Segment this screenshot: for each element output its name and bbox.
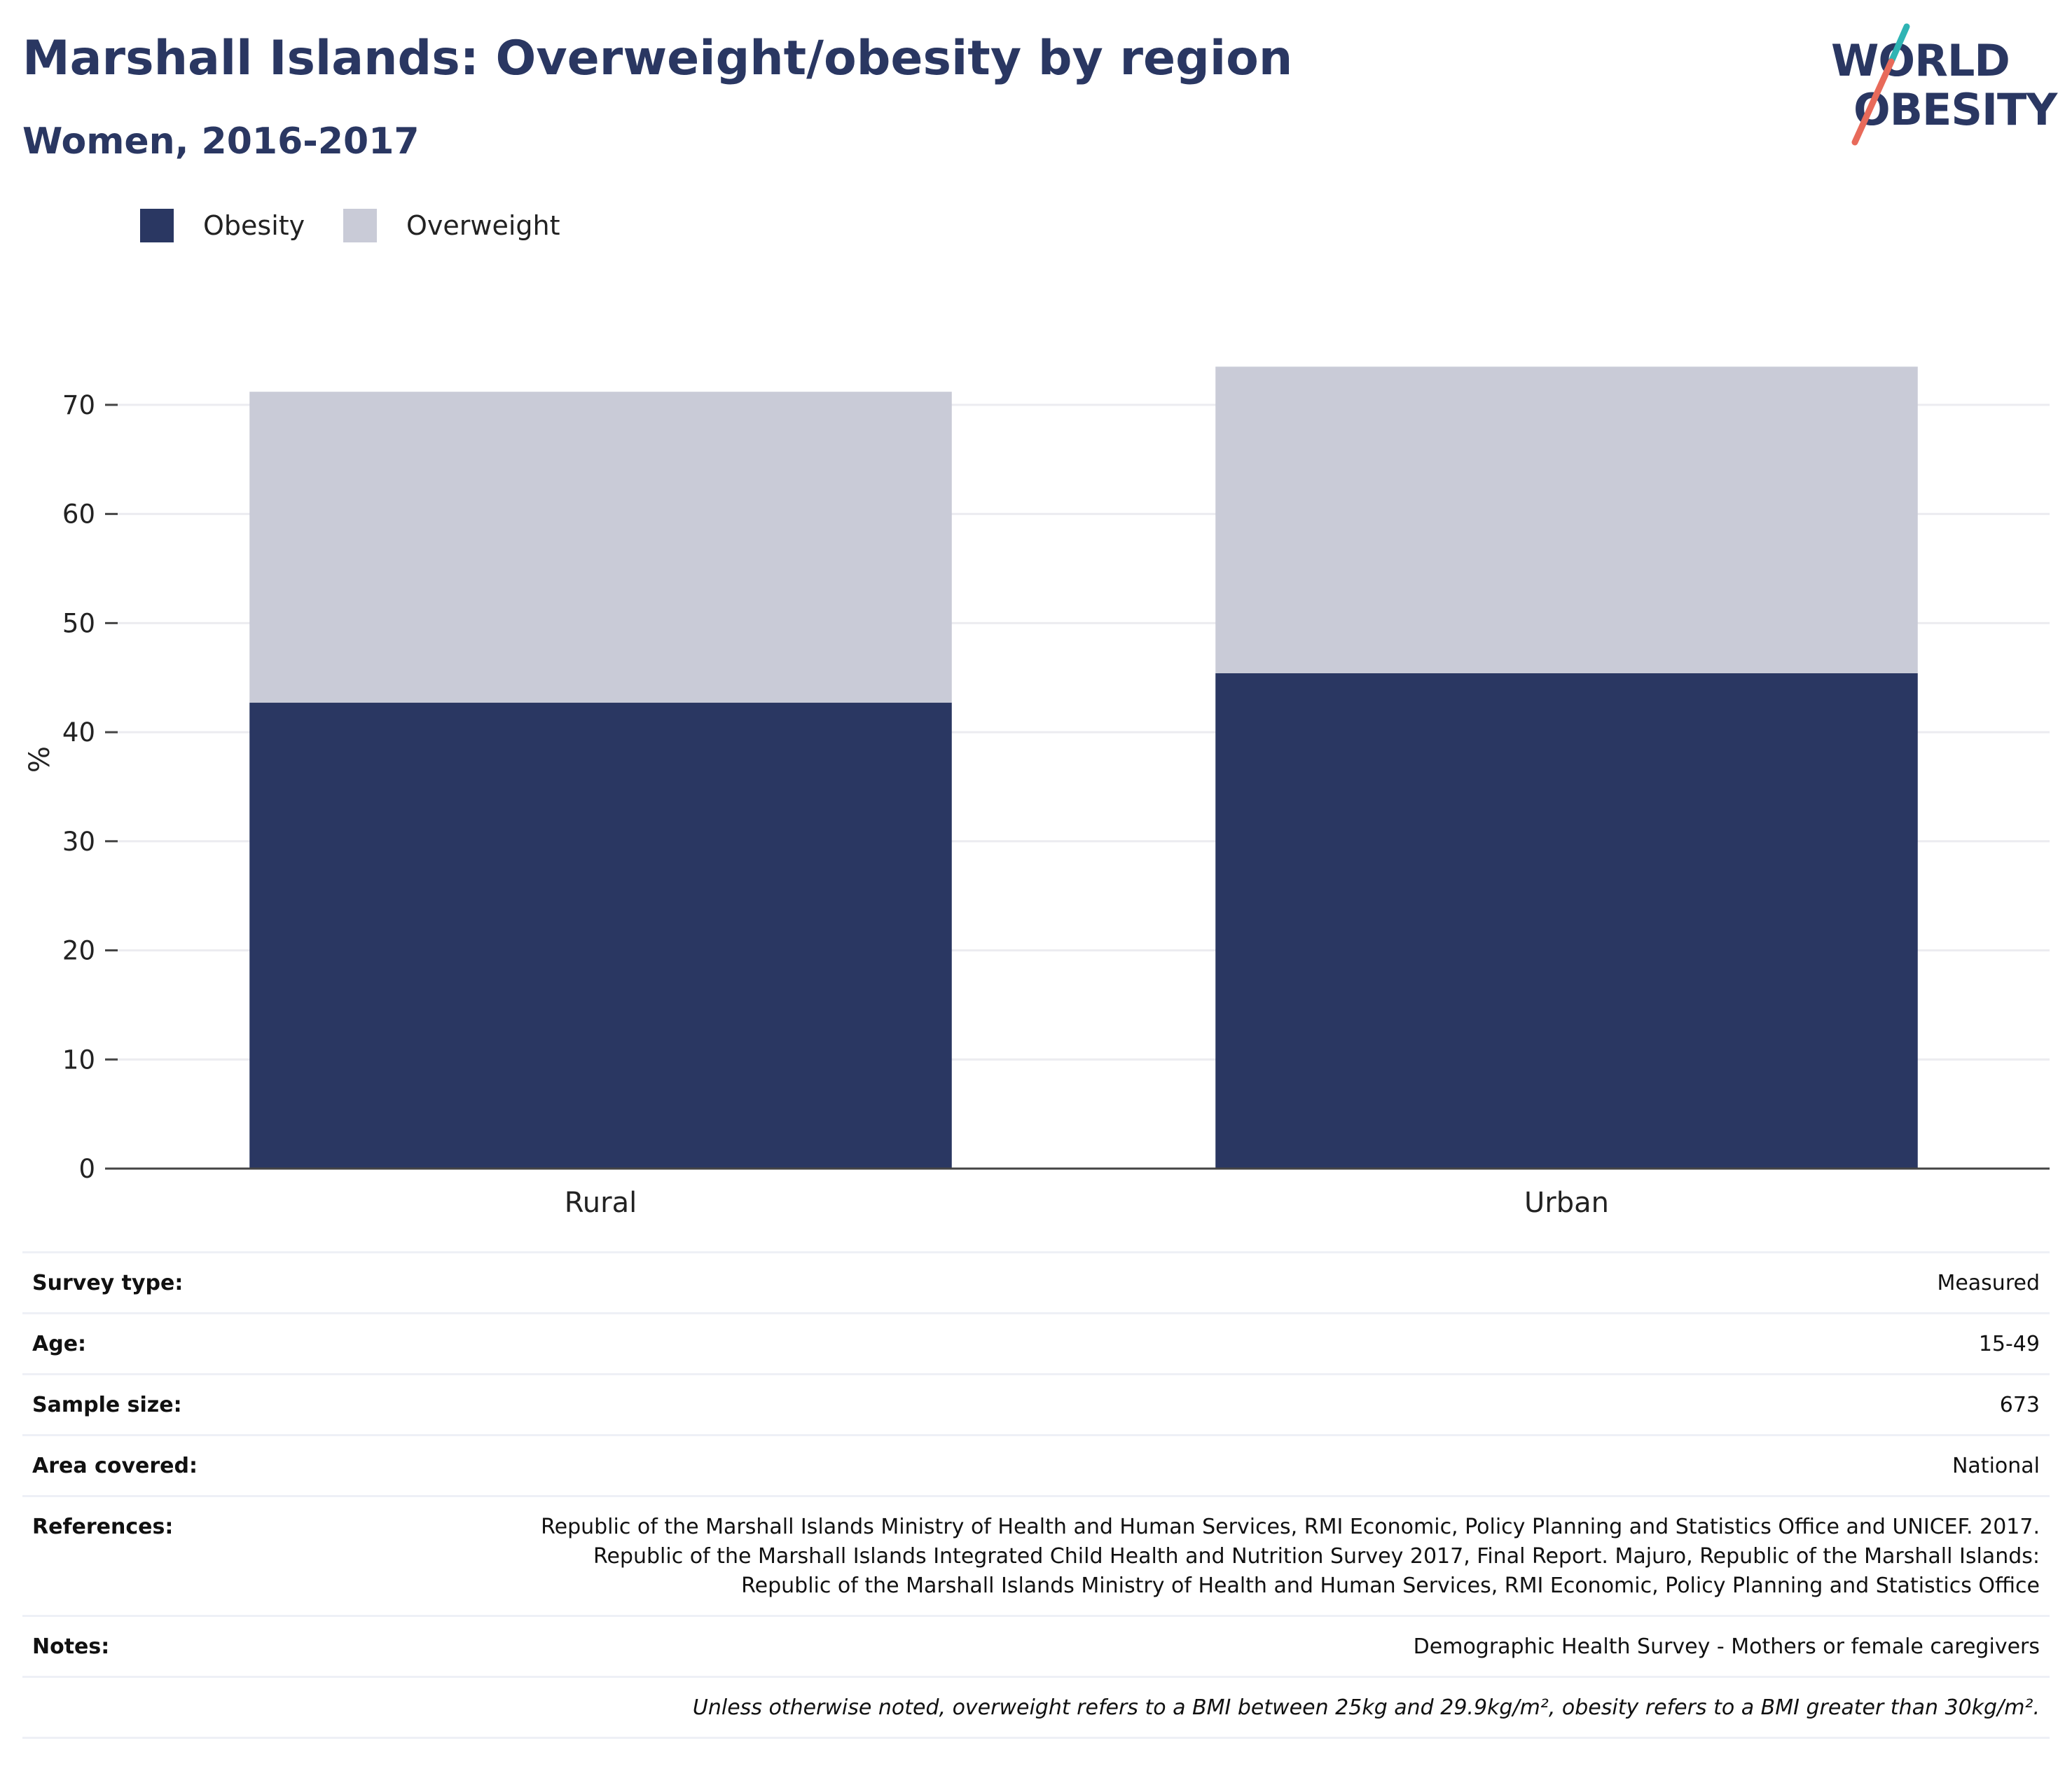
y-tick-label: 0 (78, 1154, 95, 1184)
logo-text-line1: WORLD (1831, 35, 2010, 86)
legend-label-obesity: Obesity (203, 210, 305, 241)
logo-text-line2: OBESITY (1853, 84, 2057, 135)
chart-title: Marshall Islands: Overweight/obesity by … (22, 31, 1293, 86)
x-tick-label: Rural (565, 1187, 637, 1219)
bar-overweight-rural (249, 392, 952, 703)
info-row-references: References: Republic of the Marshall Isl… (22, 1495, 2050, 1615)
y-tick-label: 30 (62, 827, 95, 857)
info-label: Notes: (32, 1634, 110, 1659)
y-tick-label: 10 (62, 1045, 95, 1075)
info-value: 15-49 (1978, 1332, 2040, 1356)
y-tick-label: 50 (62, 608, 95, 638)
info-label: Age: (32, 1332, 87, 1356)
legend-swatch-obesity (140, 209, 174, 242)
info-value: Demographic Health Survey - Mothers or f… (1413, 1634, 2040, 1659)
logo-slash-icon (1851, 23, 1910, 146)
bar-obesity-urban (1215, 673, 1918, 1169)
legend-swatch-overweight (343, 209, 377, 242)
y-axis-label: % (24, 746, 56, 773)
chart-subtitle: Women, 2016-2017 (22, 121, 420, 163)
survey-info-table: Survey type: Measured Age: 15-49 Sample … (22, 1251, 2050, 1739)
info-value: Measured (1937, 1271, 2040, 1295)
info-label: References: (32, 1515, 174, 1539)
info-row-footnote: Unless otherwise noted, overweight refer… (22, 1676, 2050, 1739)
bar-chart: 0 10 20 30 40 50 60 70% Rural Urban (24, 366, 2050, 1219)
bmi-footnote: Unless otherwise noted, overweight refer… (692, 1695, 2040, 1720)
bar-obesity-rural (249, 703, 952, 1169)
info-value: 673 (1999, 1393, 2040, 1417)
bar-overweight-urban (1215, 366, 1918, 673)
world-obesity-logo: WORLD OBESITY (1821, 20, 2059, 153)
info-row-age: Age: 15-49 (22, 1312, 2050, 1373)
y-tick-label: 60 (62, 500, 95, 530)
info-value: National (1952, 1454, 2040, 1478)
info-value: Republic of the Marshall Islands Ministr… (541, 1515, 2040, 1598)
info-row-sample-size: Sample size: 673 (22, 1373, 2050, 1434)
legend-label-overweight: Overweight (406, 210, 560, 241)
info-label: Sample size: (32, 1393, 182, 1417)
info-row-area-covered: Area covered: National (22, 1434, 2050, 1495)
y-tick-label: 20 (62, 936, 95, 966)
y-tick-label: 40 (62, 717, 95, 748)
info-label: Area covered: (32, 1454, 198, 1478)
x-tick-label: Urban (1524, 1187, 1609, 1219)
info-row-notes: Notes: Demographic Health Survey - Mothe… (22, 1615, 2050, 1676)
y-tick-label: 70 (62, 390, 95, 420)
info-label: Survey type: (32, 1271, 184, 1295)
info-row-survey-type: Survey type: Measured (22, 1251, 2050, 1312)
